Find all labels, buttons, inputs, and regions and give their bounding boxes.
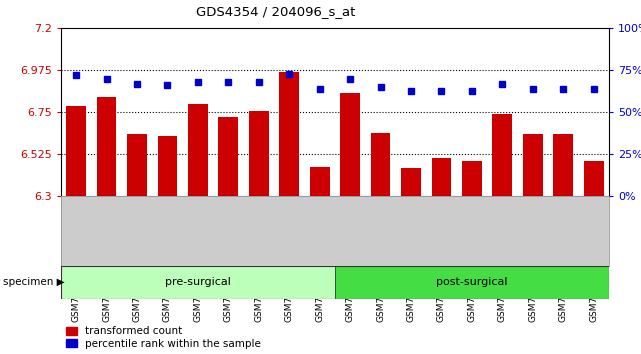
Bar <box>370 133 390 196</box>
Bar <box>279 72 299 196</box>
Bar <box>219 117 238 196</box>
Bar <box>523 134 543 196</box>
Text: pre-surgical: pre-surgical <box>165 277 231 287</box>
Bar <box>97 97 117 196</box>
Bar <box>310 167 329 196</box>
Text: specimen ▶: specimen ▶ <box>3 277 65 287</box>
Bar <box>127 134 147 196</box>
Bar <box>401 167 421 196</box>
Text: GDS4354 / 204096_s_at: GDS4354 / 204096_s_at <box>196 5 355 18</box>
Bar <box>492 114 512 196</box>
Bar <box>340 93 360 196</box>
Bar <box>584 161 604 196</box>
Bar <box>553 134 573 196</box>
Bar <box>335 266 609 299</box>
Bar <box>61 266 335 299</box>
Bar <box>188 104 208 196</box>
Bar <box>158 136 178 196</box>
Bar <box>462 161 482 196</box>
Bar <box>66 106 86 196</box>
Legend: transformed count, percentile rank within the sample: transformed count, percentile rank withi… <box>66 326 261 349</box>
Text: post-surgical: post-surgical <box>436 277 508 287</box>
Bar <box>431 158 451 196</box>
Bar <box>249 110 269 196</box>
